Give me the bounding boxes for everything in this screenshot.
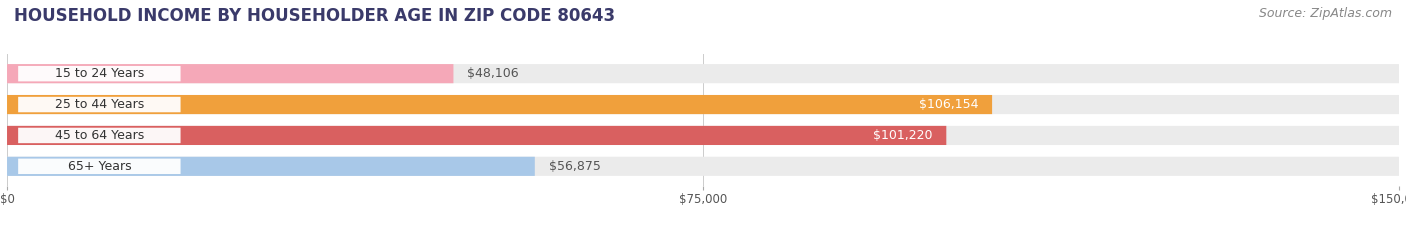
FancyBboxPatch shape (7, 126, 946, 145)
Text: 45 to 64 Years: 45 to 64 Years (55, 129, 143, 142)
Text: $106,154: $106,154 (918, 98, 979, 111)
FancyBboxPatch shape (7, 126, 1399, 145)
FancyBboxPatch shape (7, 157, 1399, 176)
Text: HOUSEHOLD INCOME BY HOUSEHOLDER AGE IN ZIP CODE 80643: HOUSEHOLD INCOME BY HOUSEHOLDER AGE IN Z… (14, 7, 616, 25)
FancyBboxPatch shape (7, 64, 453, 83)
Text: 65+ Years: 65+ Years (67, 160, 131, 173)
Text: $56,875: $56,875 (548, 160, 600, 173)
FancyBboxPatch shape (18, 66, 180, 81)
FancyBboxPatch shape (7, 157, 534, 176)
Text: 15 to 24 Years: 15 to 24 Years (55, 67, 143, 80)
Text: 25 to 44 Years: 25 to 44 Years (55, 98, 143, 111)
FancyBboxPatch shape (7, 64, 1399, 83)
FancyBboxPatch shape (18, 128, 180, 143)
Text: Source: ZipAtlas.com: Source: ZipAtlas.com (1258, 7, 1392, 20)
FancyBboxPatch shape (7, 95, 1399, 114)
Text: $48,106: $48,106 (467, 67, 519, 80)
FancyBboxPatch shape (18, 97, 180, 112)
Text: $101,220: $101,220 (873, 129, 932, 142)
FancyBboxPatch shape (18, 159, 180, 174)
FancyBboxPatch shape (7, 95, 993, 114)
